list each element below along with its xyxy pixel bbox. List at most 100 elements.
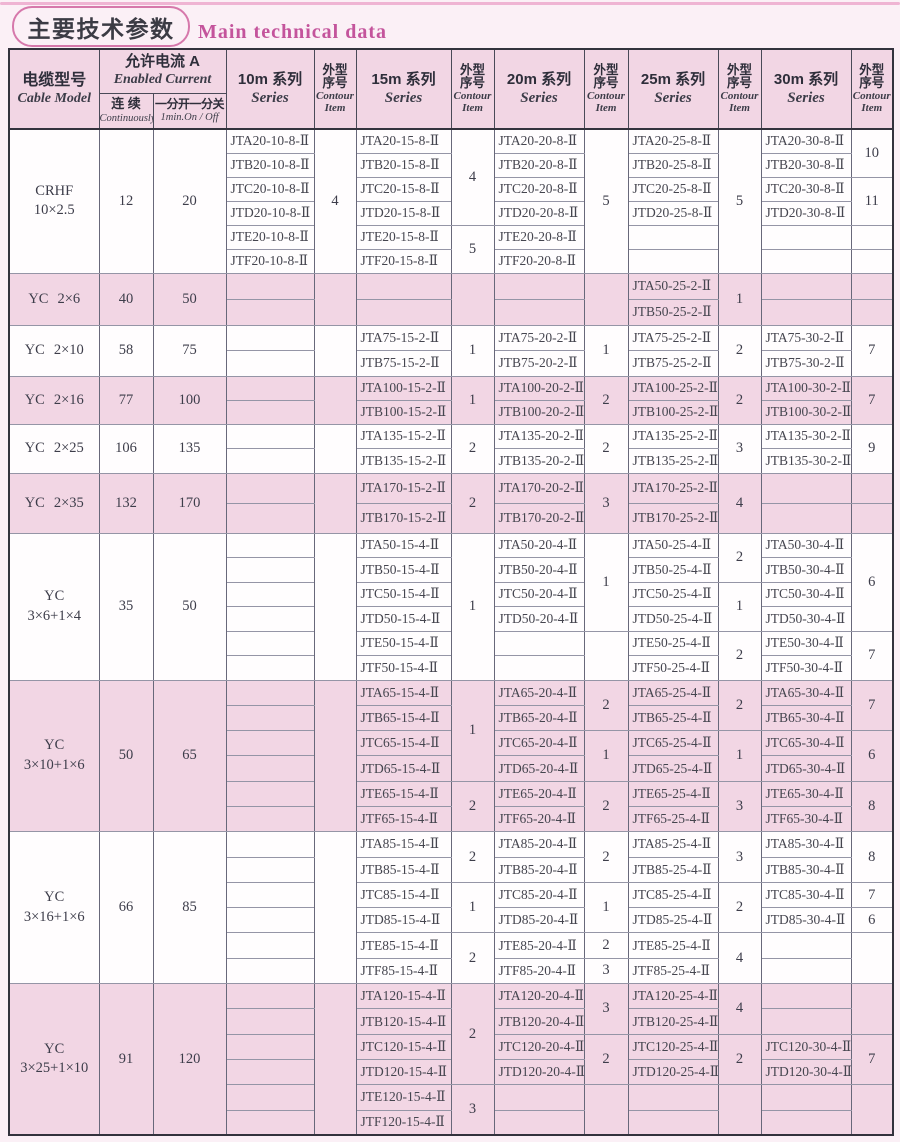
series-cell: JTA20-30-8-Ⅱ — [760, 128, 852, 154]
model-cell: YC 2×35 — [8, 472, 100, 534]
series-cell: JTF65-30-4-Ⅱ — [760, 805, 852, 833]
table-row: YC 2×25 106 135 JTA135-15-2-Ⅱ 2 JTA135-20… — [8, 423, 894, 474]
series-cell: JTF85-15-4-Ⅱ — [355, 957, 452, 985]
current-onoff-cell: 65 — [152, 679, 227, 833]
header-contour-cn1: 外型 — [593, 62, 619, 77]
header-on-off-en: 1min.On / Off — [160, 111, 219, 123]
series-cell: JTA65-30-4-Ⅱ — [760, 679, 852, 706]
series-cell: JTC50-15-4-Ⅱ — [355, 581, 452, 607]
series-cell-empty — [225, 932, 315, 959]
table-row: YC 2×16 77 100 JTA100-15-2-Ⅱ 1 JTA100-20-… — [8, 375, 894, 425]
series-cell-empty — [627, 248, 719, 274]
model-spec: 2×25 — [53, 440, 84, 456]
series-cell: JTD85-15-4-Ⅱ — [355, 907, 452, 934]
series-cell-empty — [627, 1084, 719, 1111]
series-cell: JTC65-20-4-Ⅱ — [493, 730, 585, 757]
header-continuous-cn: 连 续 — [111, 96, 141, 112]
contour-cell: 2 — [450, 472, 495, 534]
table-row: JTB135-15-2-Ⅱ JTB135-20-2-Ⅱ JTB135-25-2-… — [9, 448, 893, 474]
header-allowed-current: 允许电流 A Enabled Current — [98, 48, 227, 94]
header-contour-cn1: 外型 — [460, 62, 486, 77]
series-cell-empty — [225, 679, 315, 706]
contour-cell: 4 — [313, 128, 357, 274]
contour-cell: 1 — [583, 881, 629, 934]
contour-cell: 2 — [583, 831, 629, 883]
series-cell: JTA50-20-4-Ⅱ — [493, 532, 585, 558]
contour-cell: 1 — [450, 324, 495, 377]
series-cell: JTB75-15-2-Ⅱ — [355, 350, 452, 377]
series-cell: JTF65-20-4-Ⅱ — [493, 805, 585, 833]
block-crhf-10x2-5: CRHF 10×2.5 12 20 JTA20-10-8-Ⅱ 4 JTA20-15… — [8, 128, 894, 274]
page-title: 主要技术参数 — [27, 15, 175, 42]
series-cell: JTA135-20-2-Ⅱ — [493, 423, 585, 449]
series-cell: JTD85-25-4-Ⅱ — [627, 907, 719, 934]
series-cell: JTB50-25-4-Ⅱ — [627, 557, 719, 583]
series-cell: JTE65-15-4-Ⅱ — [355, 780, 452, 807]
series-cell: JTB85-25-4-Ⅱ — [627, 856, 719, 883]
series-cell: JTA20-10-8-Ⅱ — [225, 128, 315, 154]
contour-cell: 8 — [850, 780, 894, 833]
series-cell-empty — [225, 581, 315, 607]
series-cell-empty — [225, 1109, 315, 1136]
header-15m-series: 15m 系列 Series — [355, 48, 452, 130]
contour-cell: 2 — [583, 932, 629, 959]
series-cell: JTA85-25-4-Ⅱ — [627, 831, 719, 858]
series-cell: JTD65-15-4-Ⅱ — [355, 755, 452, 782]
contour-cell: 7 — [850, 1033, 894, 1086]
series-cell: JTD120-30-4-Ⅱ — [760, 1058, 852, 1086]
series-cell-empty — [225, 272, 315, 300]
series-cell: JTB135-25-2-Ⅱ — [627, 448, 719, 474]
header-contour-item-3: 外型 序号 Contour Item — [583, 48, 629, 130]
contour-cell: 3 — [717, 831, 762, 883]
header-25m-series: 25m 系列 Series — [627, 48, 719, 130]
series-cell: JTB85-30-4-Ⅱ — [760, 856, 852, 883]
contour-cell-empty — [850, 502, 894, 534]
series-cell: JTA65-15-4-Ⅱ — [355, 679, 452, 706]
series-cell: JTA170-25-2-Ⅱ — [627, 472, 719, 504]
header-contour-cn2: 序号 — [727, 76, 753, 91]
series-cell-empty — [760, 502, 852, 534]
series-cell-empty — [225, 298, 315, 326]
table-row: JTB85-15-4-Ⅱ JTB85-20-4-Ⅱ JTB85-25-4-Ⅱ J… — [9, 856, 893, 883]
series-cell-empty — [225, 423, 315, 449]
series-cell: JTE50-30-4-Ⅱ — [760, 630, 852, 656]
table-row: JTC120-15-4-Ⅱ JTC120-20-4-Ⅱ 2 JTC120-25-… — [9, 1033, 894, 1086]
series-cell: JTC120-30-4-Ⅱ — [760, 1033, 852, 1060]
model-name: YC — [44, 737, 65, 754]
series-cell: JTF65-25-4-Ⅱ — [627, 805, 719, 833]
current-continuous-cell: 66 — [98, 831, 154, 985]
series-cell-empty — [225, 1084, 315, 1111]
model-cell: YC 3×6+1×4 — [8, 532, 100, 681]
header-contour-item-5: 外型 序号 Contour Item — [850, 48, 894, 130]
series-cell: JTD65-25-4-Ⅱ — [627, 755, 719, 782]
series-cell: JTB100-30-2-Ⅱ — [760, 399, 852, 425]
contour-cell: 7 — [850, 679, 894, 732]
series-cell: JTB75-30-2-Ⅱ — [760, 350, 852, 377]
contour-cell: 6 — [850, 532, 894, 632]
header-contour-cn2: 序号 — [322, 76, 348, 91]
series-cell: JTA120-25-4-Ⅱ — [627, 983, 719, 1010]
series-cell: JTE85-20-4-Ⅱ — [493, 932, 585, 959]
model-spec: 2×35 — [53, 494, 84, 511]
series-cell-empty — [493, 298, 585, 326]
header-contour-cn2: 序号 — [859, 76, 885, 91]
series-cell: JTC120-25-4-Ⅱ — [627, 1033, 719, 1060]
series-cell-empty — [225, 957, 315, 985]
series-cell: JTA85-20-4-Ⅱ — [493, 831, 585, 858]
contour-cell-empty — [850, 272, 894, 300]
table-row: YC 3×16+1×6 66 85 JTA85-15-4-Ⅱ 2 JTA85-20… — [8, 831, 894, 985]
series-cell: JTA75-30-2-Ⅱ — [760, 324, 852, 351]
header-30m-series-cn: 30m 系列 — [773, 70, 839, 88]
series-cell-empty — [355, 272, 452, 300]
model-name: YC — [24, 440, 45, 456]
contour-cell: 2 — [583, 423, 629, 474]
contour-cell: 4 — [717, 983, 762, 1035]
model-cell: YC 3×16+1×6 — [8, 831, 100, 985]
table-row: JTF20-10-8-Ⅱ JTF20-15-8-Ⅱ JTF20-20-8-Ⅱ — [9, 248, 894, 274]
series-cell-empty — [760, 957, 852, 985]
current-continuous-cell: 50 — [98, 679, 154, 833]
series-cell: JTC20-30-8-Ⅱ — [760, 176, 852, 202]
contour-cell: 2 — [450, 780, 495, 833]
header-contour-en1: Contour — [720, 90, 759, 103]
series-cell: JTF50-30-4-Ⅱ — [760, 655, 852, 681]
